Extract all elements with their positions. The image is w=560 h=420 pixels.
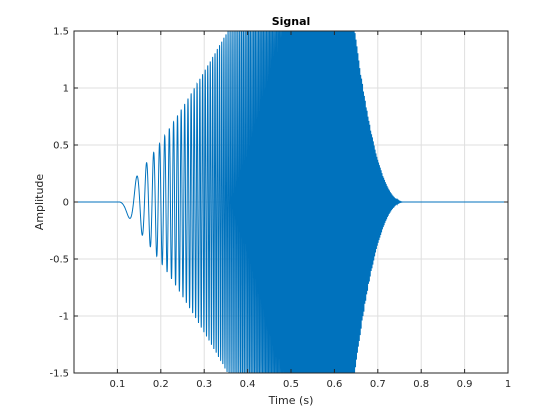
x-tick-label: 1 xyxy=(505,379,511,390)
x-tick-label: 0.7 xyxy=(370,379,386,390)
signal-series-line xyxy=(74,31,508,373)
y-tick-label: 1.5 xyxy=(53,27,69,38)
x-tick-label: 0.9 xyxy=(457,379,473,390)
y-tick-label: 0.5 xyxy=(53,141,69,152)
x-tick-label: 0.6 xyxy=(326,379,342,390)
x-tick-label: 0.2 xyxy=(153,379,169,390)
y-axis-label: Amplitude xyxy=(33,174,46,231)
x-tick-label: 0.4 xyxy=(240,379,256,390)
ticks: 0.1 0.2 0.3 0.4 0.5 0.6 0.7 0.8 0.9 1 -1.5 -1 -0.5 0 0… xyxy=(49,27,511,391)
y-tick-label: -1.5 xyxy=(49,369,69,380)
y-tick-label: 1 xyxy=(63,84,69,95)
plot-area xyxy=(74,31,508,373)
x-tick-label: 0.5 xyxy=(283,379,299,390)
y-tick-label: -1 xyxy=(59,312,69,323)
y-tick-label: -0.5 xyxy=(49,255,69,266)
x-tick-label: 0.8 xyxy=(413,379,429,390)
y-tick-label: 0 xyxy=(63,198,69,209)
x-axis-label: Time (s) xyxy=(268,394,314,407)
chart-title: Signal xyxy=(272,15,311,28)
x-tick-label: 0.3 xyxy=(196,379,212,390)
x-tick-label: 0.1 xyxy=(109,379,125,390)
